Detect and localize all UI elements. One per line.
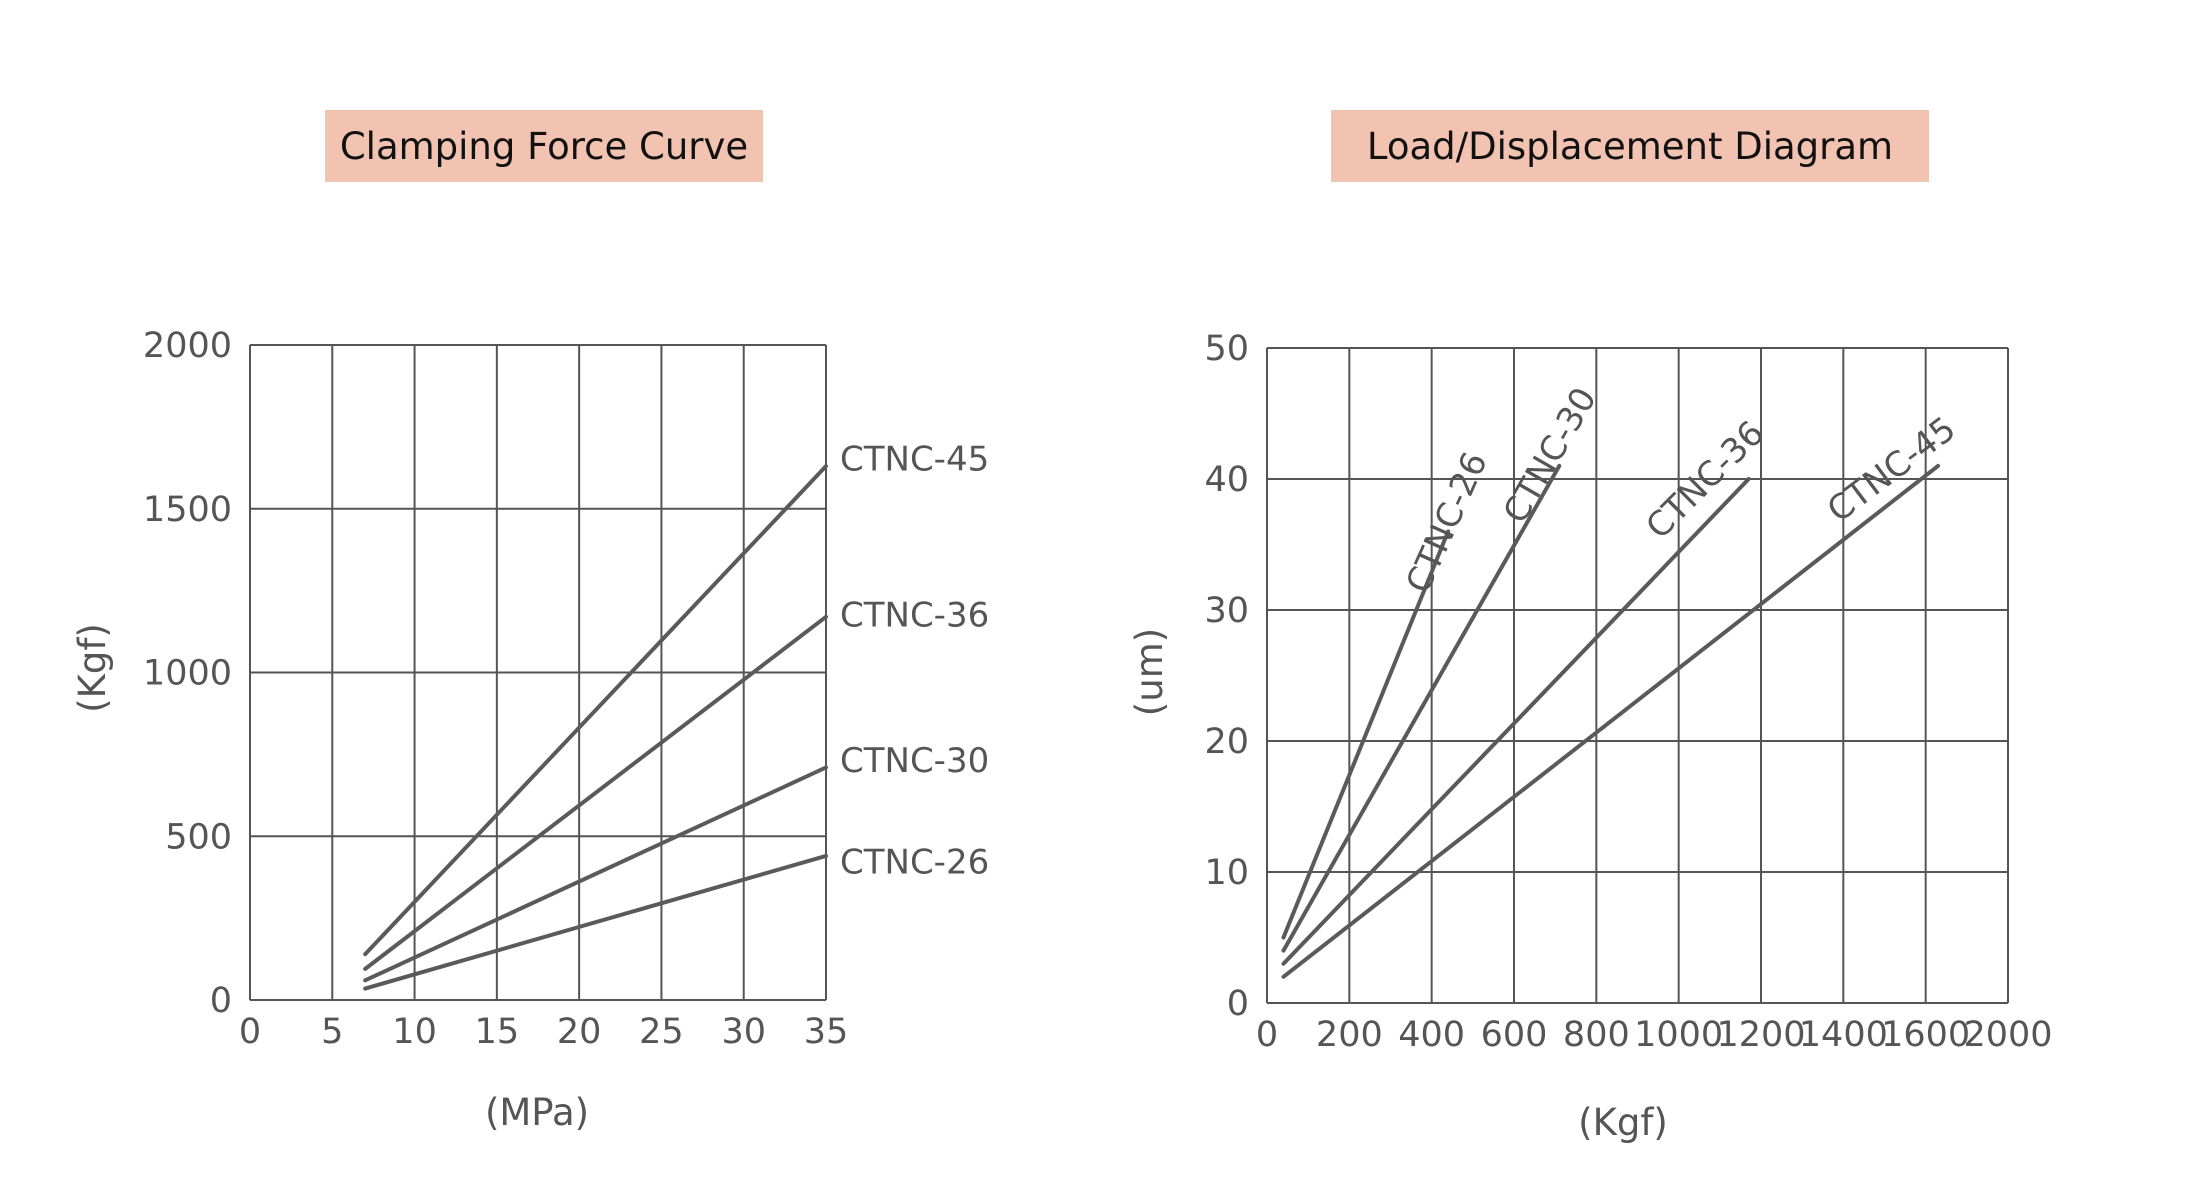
chart2-y-tick-label: 40 <box>1204 460 1249 500</box>
chart2-y-tick-label: 20 <box>1204 722 1249 762</box>
chart1-series-line-ctnc-30 <box>363 765 828 983</box>
chart2-x-tick-label: 2000 <box>1963 1015 2052 1055</box>
chart2-x-tick-label: 1400 <box>1799 1015 1888 1055</box>
chart1-series-label-ctnc-45: CTNC-45 <box>840 440 989 480</box>
chart1-y-tick-label: 1000 <box>143 654 232 694</box>
chart-title-load-displacement: Load/Displacement Diagram <box>1331 110 1929 182</box>
chart2-series-label-ctnc-45: CTNC-45 <box>1820 409 1963 531</box>
chart2-x-tick-label: 200 <box>1316 1015 1383 1055</box>
chart1-series-label-ctnc-30: CTNC-30 <box>840 741 989 781</box>
chart2-series-label-ctnc-26: CTNC-26 <box>1398 446 1495 599</box>
chart1-y-axis-label: (Kgf) <box>71 623 114 713</box>
chart2-y-tick-label: 0 <box>1227 984 1249 1024</box>
chart1-series-line-ctnc-26 <box>363 853 828 991</box>
chart2-series-label-ctnc-36: CTNC-36 <box>1638 413 1772 547</box>
chart1-x-axis-label: (MPa) <box>485 1091 589 1134</box>
chart1-series-line-ctnc-45 <box>363 464 828 957</box>
chart1-series-label-ctnc-36: CTNC-36 <box>840 595 989 635</box>
chart1-y-tick-label: 2000 <box>143 326 232 366</box>
chart1-y-tick-label: 1500 <box>143 490 232 530</box>
chart1-series-line-ctnc-36 <box>363 614 828 971</box>
chart2-series-label-ctnc-30: CTNC-30 <box>1496 381 1605 530</box>
chart2-y-axis-label: (um) <box>1128 628 1171 716</box>
chart1-x-tick-label: 20 <box>557 1012 602 1052</box>
chart2-x-tick-label: 1200 <box>1716 1015 1805 1055</box>
chart1-x-tick-label: 0 <box>239 1012 261 1052</box>
chart-title-clamping-force: Clamping Force Curve <box>325 110 763 182</box>
chart1-x-tick-label: 5 <box>321 1012 343 1052</box>
chart2-x-tick-label: 1000 <box>1634 1015 1723 1055</box>
chart1-x-tick-label: 15 <box>475 1012 520 1052</box>
chart2-x-axis-label: (Kgf) <box>1578 1101 1668 1144</box>
chart1-x-tick-label: 10 <box>392 1012 437 1052</box>
chart2-x-tick-label: 1600 <box>1881 1015 1970 1055</box>
chart2-series-line-ctnc-30 <box>1281 463 1562 953</box>
chart1-x-tick-label: 35 <box>804 1012 849 1052</box>
chart1-y-tick-label: 0 <box>210 981 232 1021</box>
chart2-y-tick-label: 50 <box>1204 329 1249 369</box>
chart2-y-tick-label: 10 <box>1204 853 1249 893</box>
chart2-series-line-ctnc-26 <box>1281 529 1451 940</box>
chart2-series-line-ctnc-36 <box>1281 477 1751 966</box>
chart1-x-tick-label: 30 <box>721 1012 766 1052</box>
chart2-y-tick-label: 30 <box>1204 591 1249 631</box>
chart2-series-line-ctnc-45 <box>1281 463 1941 979</box>
chart1-y-tick-label: 500 <box>165 817 232 857</box>
chart2-x-tick-label: 400 <box>1398 1015 1465 1055</box>
chart1-x-tick-label: 25 <box>639 1012 684 1052</box>
chart2-x-tick-label: 600 <box>1481 1015 1548 1055</box>
chart1-series-label-ctnc-26: CTNC-26 <box>840 842 989 882</box>
chart2-x-tick-label: 0 <box>1256 1015 1278 1055</box>
chart2-x-tick-label: 800 <box>1563 1015 1630 1055</box>
